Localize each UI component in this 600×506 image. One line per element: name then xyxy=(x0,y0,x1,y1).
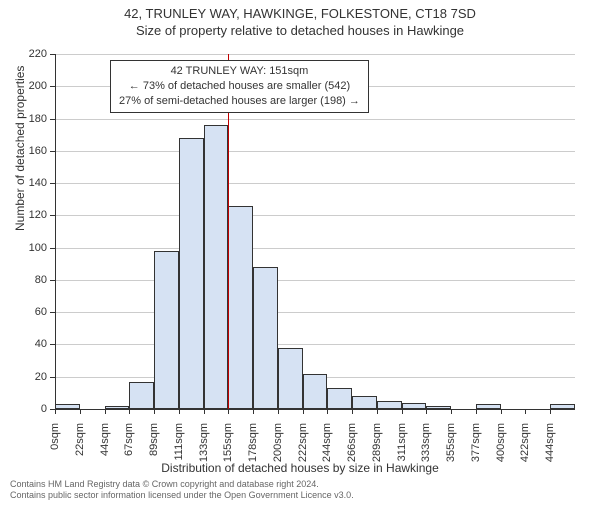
footer-line-1: Contains HM Land Registry data © Crown c… xyxy=(10,479,354,490)
x-tick-label: 22sqm xyxy=(74,423,86,456)
grid-line xyxy=(55,183,575,184)
x-tick-label: 377sqm xyxy=(470,423,482,462)
footer-text: Contains HM Land Registry data © Crown c… xyxy=(10,479,354,501)
x-tick-label: 67sqm xyxy=(123,423,135,456)
y-tick-label: 20 xyxy=(17,371,47,383)
x-tick-label: 178sqm xyxy=(247,423,259,462)
x-tick-label: 289sqm xyxy=(371,423,383,462)
grid-line xyxy=(55,54,575,55)
x-tick-label: 422sqm xyxy=(519,423,531,462)
grid-line xyxy=(55,119,575,120)
grid-line xyxy=(55,215,575,216)
info-line-2: ← 73% of detached houses are smaller (54… xyxy=(119,79,360,94)
x-axis-title: Distribution of detached houses by size … xyxy=(0,461,600,475)
chart-container: 42, TRUNLEY WAY, HAWKINGE, FOLKESTONE, C… xyxy=(0,6,600,506)
x-tick-label: 333sqm xyxy=(420,423,432,462)
x-tick-label: 400sqm xyxy=(495,423,507,462)
x-tick-label: 44sqm xyxy=(99,423,111,456)
x-tick-label: 355sqm xyxy=(445,423,457,462)
histogram-bar xyxy=(228,206,253,409)
info-line-1: 42 TRUNLEY WAY: 151sqm xyxy=(119,64,360,79)
histogram-bar xyxy=(204,125,229,409)
chart-title-sub: Size of property relative to detached ho… xyxy=(0,23,600,38)
x-tick-label: 111sqm xyxy=(173,423,185,461)
x-tick-label: 244sqm xyxy=(321,423,333,462)
info-line-3: 27% of semi-detached houses are larger (… xyxy=(119,94,360,109)
x-tick-label: 89sqm xyxy=(148,423,160,456)
grid-line xyxy=(55,312,575,313)
histogram-bar xyxy=(253,267,278,409)
histogram-bar xyxy=(278,348,303,409)
histogram-bar xyxy=(179,138,204,409)
y-tick-label: 160 xyxy=(17,145,47,157)
grid-line xyxy=(55,248,575,249)
histogram-bar xyxy=(377,401,402,409)
footer-line-2: Contains public sector information licen… xyxy=(10,490,354,501)
y-axis-line xyxy=(55,54,56,409)
x-tick-label: 222sqm xyxy=(297,423,309,462)
histogram-bar xyxy=(129,382,154,409)
y-tick-label: 220 xyxy=(17,48,47,60)
grid-line xyxy=(55,344,575,345)
histogram-bar xyxy=(352,396,377,409)
x-tick-label: 444sqm xyxy=(544,423,556,462)
histogram-bar xyxy=(303,374,328,410)
y-tick-label: 80 xyxy=(17,274,47,286)
x-tick-label: 200sqm xyxy=(272,423,284,462)
info-box: 42 TRUNLEY WAY: 151sqm← 73% of detached … xyxy=(110,60,369,113)
grid-line xyxy=(55,151,575,152)
histogram-bar xyxy=(327,388,352,409)
x-tick-label: 155sqm xyxy=(222,423,234,462)
y-tick-label: 180 xyxy=(17,113,47,125)
y-tick-label: 40 xyxy=(17,338,47,350)
y-tick-label: 140 xyxy=(17,177,47,189)
x-tick-label: 311sqm xyxy=(396,423,408,461)
x-tick-label: 266sqm xyxy=(346,423,358,462)
histogram-bar xyxy=(154,251,179,409)
y-tick-label: 60 xyxy=(17,306,47,318)
x-axis-line xyxy=(55,409,575,410)
chart-plot-area: 0204060801001201401601802002200sqm22sqm4… xyxy=(55,54,575,409)
chart-title-main: 42, TRUNLEY WAY, HAWKINGE, FOLKESTONE, C… xyxy=(0,6,600,21)
y-tick-label: 120 xyxy=(17,209,47,221)
y-tick-label: 200 xyxy=(17,80,47,92)
x-tick-label: 0sqm xyxy=(49,423,61,450)
x-tick-label: 133sqm xyxy=(198,423,210,462)
y-tick-label: 0 xyxy=(17,403,47,415)
plot-region: 0204060801001201401601802002200sqm22sqm4… xyxy=(55,54,575,409)
y-tick-label: 100 xyxy=(17,242,47,254)
grid-line xyxy=(55,280,575,281)
